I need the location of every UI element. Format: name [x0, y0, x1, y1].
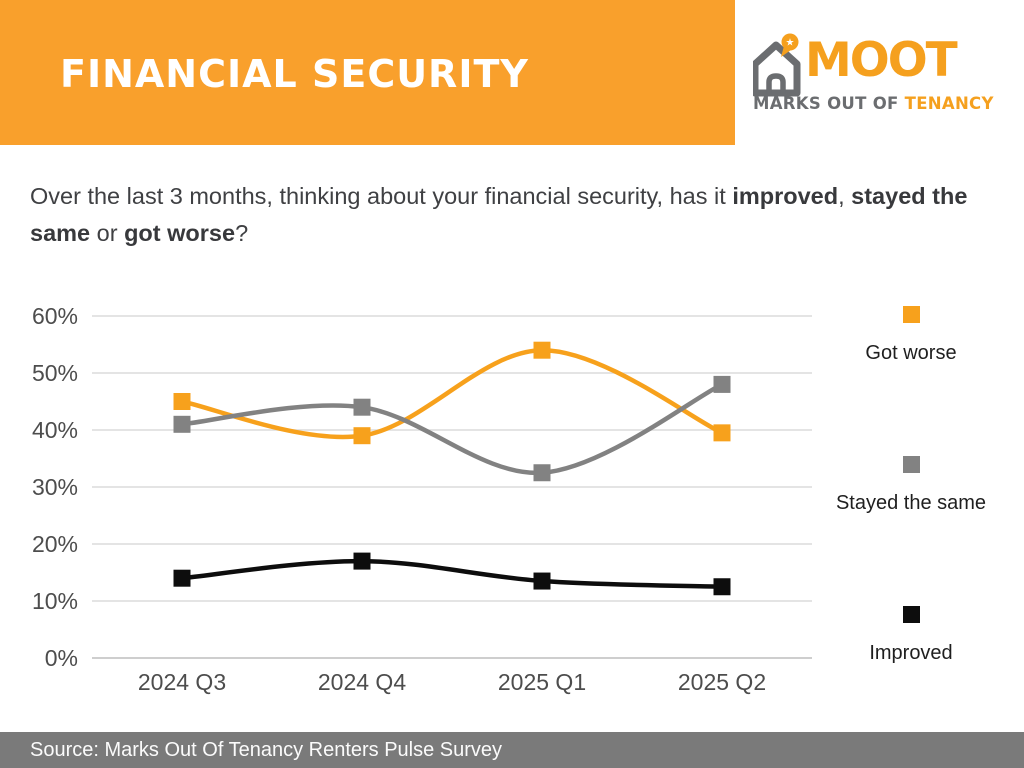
pin-icon: [781, 33, 799, 51]
legend-label-improved: Improved: [869, 642, 953, 664]
series-marker-got-worse: [533, 341, 551, 359]
series-marker-stayed-the-same: [533, 464, 551, 482]
legend-label-got-worse: Got worse: [865, 342, 957, 364]
y-tick-label: 0%: [45, 645, 78, 671]
x-tick-label: 2025 Q1: [498, 669, 586, 695]
series-marker-improved: [173, 569, 191, 587]
series-marker-stayed-the-same: [713, 375, 731, 393]
series-marker-stayed-the-same: [173, 415, 191, 433]
series-marker-improved: [533, 572, 551, 590]
y-tick-label: 30%: [32, 474, 78, 500]
legend-item-improved: Improved: [818, 606, 1004, 665]
tagline-marks-out-of: MARKS OUT OF: [753, 94, 899, 113]
series-line-stayed-the-same: [179, 382, 725, 476]
house-icon: [753, 41, 801, 97]
source-footer: Source: Marks Out Of Tenancy Renters Pul…: [0, 732, 1024, 768]
series-marker-stayed-the-same: [353, 398, 371, 416]
x-tick-label: 2024 Q4: [318, 669, 406, 695]
series-line-improved: [179, 558, 725, 589]
moot-logo: ★ MOOT MARKS OUT OF TENANCY: [748, 28, 1003, 120]
y-tick-label: 50%: [32, 360, 78, 386]
header-banner: FINANCIAL SECURITY: [0, 0, 735, 145]
y-tick-label: 60%: [32, 303, 78, 329]
legend-swatch-got-worse: [902, 306, 920, 323]
star-icon: ★: [786, 38, 795, 49]
financial-security-chart: 0% 10% 20% 30% 40% 50% 60% 2024 Q3 2024 Q4 2025 Q…: [32, 303, 812, 695]
house-pin-icon: ★: [753, 33, 801, 97]
series-marker-got-worse: [353, 427, 371, 445]
series-marker-improved: [713, 578, 731, 596]
x-tick-label: 2024 Q3: [138, 669, 226, 695]
source-text: Source: Marks Out Of Tenancy Renters Pul…: [30, 739, 503, 761]
logo-tagline: MARKS OUT OF TENANCY: [753, 94, 994, 113]
legend-swatch-stayed-the-same: [902, 456, 920, 473]
y-tick-label: 10%: [32, 588, 78, 614]
door-icon: [766, 73, 786, 96]
series-marker-got-worse: [713, 424, 731, 442]
page-title: FINANCIAL SECURITY: [60, 52, 529, 96]
series-marker-improved: [353, 552, 371, 570]
legend-item-stayed-the-same: Stayed the same: [818, 456, 1004, 515]
legend-swatch-improved: [902, 606, 920, 623]
tagline-tenancy: TENANCY: [904, 94, 994, 113]
series-marker-got-worse: [173, 393, 191, 410]
legend-item-got-worse: Got worse: [818, 306, 1004, 365]
logo-brand-text: MOOT: [805, 33, 958, 88]
x-tick-label: 2025 Q2: [678, 669, 766, 695]
y-tick-label: 20%: [32, 531, 78, 557]
survey-question: Over the last 3 months, thinking about y…: [30, 183, 968, 246]
legend-label-stayed-the-same: Stayed the same: [835, 492, 987, 514]
series-line-got-worse: [179, 347, 725, 440]
y-tick-label: 40%: [32, 417, 78, 443]
pin-tail: [781, 46, 791, 57]
